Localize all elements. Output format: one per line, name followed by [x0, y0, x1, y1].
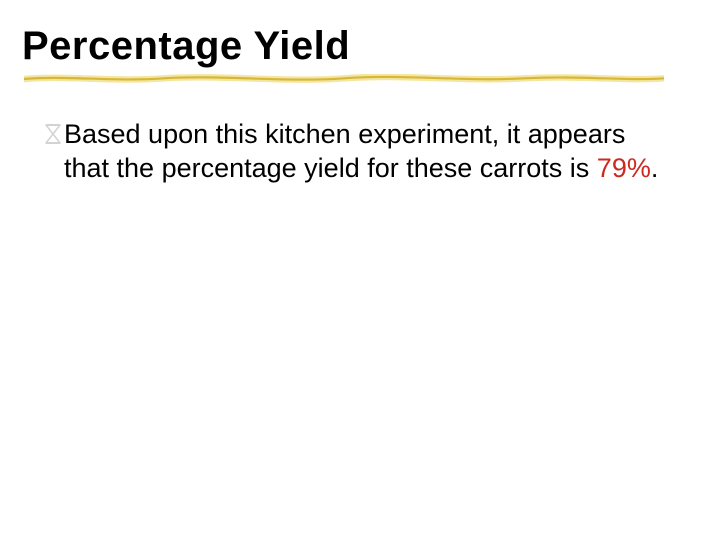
underline-stroke-1: [24, 77, 664, 80]
underline-stroke-2: [24, 77, 664, 80]
slide-title: Percentage Yield: [22, 24, 350, 69]
bullet-text-before: Based upon this kitchen experiment, it a…: [64, 119, 625, 183]
bullet-glyph-icon: [44, 123, 62, 145]
slide: Percentage Yield Based upon this kitchen…: [0, 0, 720, 540]
title-underline: [24, 74, 664, 84]
bullet-text: Based upon this kitchen experiment, it a…: [64, 118, 660, 186]
yield-value: 79%: [597, 153, 651, 183]
bullet-text-after: .: [651, 153, 659, 183]
bullet-item: Based upon this kitchen experiment, it a…: [44, 118, 660, 186]
